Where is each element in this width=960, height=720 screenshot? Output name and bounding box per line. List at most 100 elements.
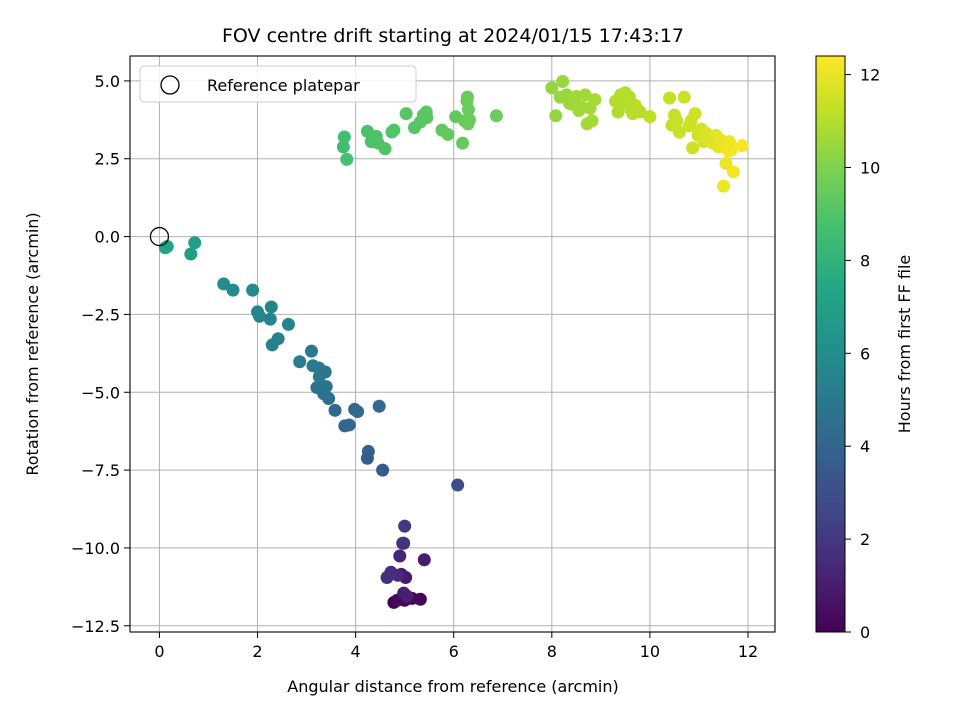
colorbar-ticks: 0 2 4 6 8 10 12 bbox=[845, 66, 880, 642]
scatter-point bbox=[304, 344, 318, 358]
legend-box bbox=[139, 65, 417, 103]
y-tick-label: −5.0 bbox=[81, 383, 120, 402]
scatter-point bbox=[263, 312, 277, 326]
x-tick-label: 0 bbox=[154, 642, 164, 661]
scatter-point bbox=[400, 589, 414, 603]
x-tick-label: 12 bbox=[738, 642, 758, 661]
scatter-point bbox=[672, 125, 686, 139]
y-tick-label: 0.0 bbox=[95, 228, 120, 247]
scatter-point bbox=[337, 130, 351, 144]
scatter-point bbox=[719, 156, 733, 170]
x-axis-label: Angular distance from reference (arcmin) bbox=[287, 677, 618, 696]
colorbar-tick-label: 4 bbox=[860, 437, 870, 456]
scatter-point bbox=[461, 117, 475, 131]
scatter-point bbox=[351, 405, 365, 419]
scatter-point bbox=[281, 317, 295, 331]
x-tick-label: 2 bbox=[252, 642, 262, 661]
colorbar-tick-label: 8 bbox=[860, 251, 870, 270]
colorbar-gradient bbox=[815, 55, 846, 633]
scatter-point bbox=[226, 283, 240, 297]
scatter-point bbox=[293, 355, 307, 369]
colorbar-tick-label: 0 bbox=[860, 623, 870, 642]
scatter-point bbox=[456, 136, 470, 150]
x-tick-label: 6 bbox=[449, 642, 459, 661]
scatter-point bbox=[643, 110, 657, 124]
scatter-point bbox=[588, 93, 602, 107]
scatter-point bbox=[451, 478, 465, 492]
x-tick-label: 4 bbox=[351, 642, 361, 661]
y-tick-label: 5.0 bbox=[95, 72, 120, 91]
scatter-point bbox=[319, 380, 333, 394]
scatter-point bbox=[188, 236, 202, 250]
y-tick-label: −10.0 bbox=[71, 539, 120, 558]
scatter-point bbox=[252, 309, 266, 323]
colorbar: 0 2 4 6 8 10 12 Hours from first FF file bbox=[815, 55, 914, 642]
scatter-point bbox=[413, 592, 427, 606]
scatter-point bbox=[378, 142, 392, 156]
y-tick-label: −2.5 bbox=[81, 305, 120, 324]
plot-frame bbox=[129, 55, 776, 633]
legend-label: Reference platepar bbox=[207, 76, 360, 95]
reference-point bbox=[149, 226, 170, 247]
colorbar-tick-label: 2 bbox=[860, 530, 870, 549]
scatter-points bbox=[158, 75, 749, 609]
scatter-point bbox=[461, 103, 475, 117]
y-tick-label: −12.5 bbox=[71, 617, 120, 636]
scatter-point bbox=[328, 403, 342, 417]
scatter-point bbox=[726, 165, 740, 179]
colorbar-tick-label: 10 bbox=[860, 158, 880, 177]
scatter-point bbox=[360, 451, 374, 465]
y-tick-label: −7.5 bbox=[81, 461, 120, 480]
scatter-point bbox=[720, 139, 734, 153]
scatter-point bbox=[549, 109, 563, 123]
legend-marker-icon bbox=[160, 75, 180, 95]
scatter-point bbox=[264, 300, 278, 314]
y-axis: 5.0 2.5 0.0 −2.5 −5.0 −7.5 −10.0 −12.5 bbox=[71, 72, 130, 636]
y-tick-label: 2.5 bbox=[95, 150, 120, 169]
colorbar-label: Hours from first FF file bbox=[895, 255, 914, 434]
scatter-point bbox=[621, 97, 635, 111]
scatter-point bbox=[397, 536, 411, 550]
y-axis-label: Rotation from reference (arcmin) bbox=[23, 212, 42, 475]
scatter-point bbox=[387, 123, 401, 137]
scatter-point bbox=[380, 571, 394, 585]
scatter-point bbox=[735, 139, 749, 153]
scatter-point bbox=[611, 105, 625, 119]
scatter-point bbox=[336, 140, 350, 154]
colorbar-tick-label: 6 bbox=[860, 344, 870, 363]
x-axis: 0 2 4 6 8 10 12 bbox=[154, 632, 758, 661]
scatter-point bbox=[417, 553, 431, 567]
scatter-point bbox=[677, 90, 691, 104]
colorbar-tick-label: 12 bbox=[860, 66, 880, 85]
scatter-point bbox=[686, 141, 700, 155]
scatter-point bbox=[578, 88, 592, 102]
legend[interactable]: Reference platepar bbox=[139, 65, 417, 103]
scatter-point bbox=[338, 419, 352, 433]
scatter-point bbox=[393, 549, 407, 563]
scatter-point bbox=[684, 114, 698, 128]
scatter-point bbox=[663, 91, 677, 105]
scatter-point bbox=[306, 359, 320, 373]
scatter-point bbox=[420, 111, 434, 125]
scatter-point bbox=[556, 75, 570, 89]
scatter-point bbox=[398, 519, 412, 533]
scatter-point bbox=[545, 81, 559, 95]
reference-marker bbox=[149, 226, 170, 247]
scatter-point bbox=[670, 114, 684, 128]
scatter-point bbox=[489, 109, 503, 123]
scatter-point bbox=[633, 105, 647, 119]
scatter-point bbox=[716, 179, 730, 193]
scatter-point bbox=[372, 399, 386, 413]
scatter-point bbox=[265, 338, 279, 352]
scatter-point bbox=[399, 107, 413, 121]
scatter-point bbox=[585, 114, 599, 128]
scatter-point bbox=[460, 90, 474, 104]
grid bbox=[130, 56, 775, 632]
x-tick-label: 10 bbox=[640, 642, 660, 661]
scatter-point bbox=[184, 247, 198, 261]
scatter-point bbox=[441, 127, 455, 141]
scatter-point bbox=[246, 283, 260, 297]
chart-title: FOV centre drift starting at 2024/01/15 … bbox=[222, 25, 684, 47]
scatter-point bbox=[376, 463, 390, 477]
